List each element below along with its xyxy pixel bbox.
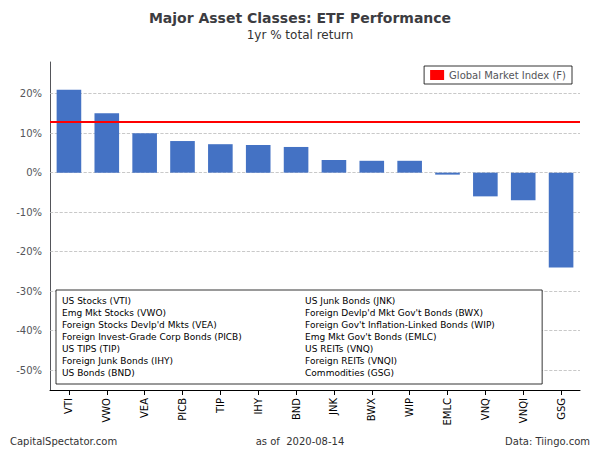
svg-text:1yr % total return: 1yr % total return xyxy=(247,28,354,42)
svg-text:10%: 10% xyxy=(20,128,42,139)
svg-text:-20%: -20% xyxy=(16,246,42,257)
svg-text:20%: 20% xyxy=(20,88,42,99)
svg-text:US TIPS (TIP): US TIPS (TIP) xyxy=(62,344,120,354)
svg-text:US REITs (VNQ): US REITs (VNQ) xyxy=(305,344,373,354)
svg-text:VNQ: VNQ xyxy=(480,398,491,420)
svg-text:BWX: BWX xyxy=(366,398,377,421)
svg-text:WIP: WIP xyxy=(404,398,415,417)
svg-text:Emg Mkt Gov't Bonds (EMLC): Emg Mkt Gov't Bonds (EMLC) xyxy=(305,332,436,342)
svg-text:GSG: GSG xyxy=(556,398,567,420)
svg-text:IHY: IHY xyxy=(253,397,264,414)
svg-text:-30%: -30% xyxy=(16,286,42,297)
svg-text:Foreign Stocks Devlp'd Mkts (V: Foreign Stocks Devlp'd Mkts (VEA) xyxy=(62,320,217,330)
svg-text:Commodities (GSG): Commodities (GSG) xyxy=(305,368,394,378)
svg-text:Foreign Devlp'd Mkt Gov't Bond: Foreign Devlp'd Mkt Gov't Bonds (BWX) xyxy=(305,308,483,318)
svg-text:JNK: JNK xyxy=(328,398,339,416)
svg-text:VTI: VTI xyxy=(63,398,74,414)
svg-text:TIP: TIP xyxy=(215,398,226,414)
svg-text:as of 2020-08-14: as of 2020-08-14 xyxy=(256,436,345,447)
svg-text:Foreign Gov't Inflation-Linked: Foreign Gov't Inflation-Linked Bonds (WI… xyxy=(305,320,495,330)
svg-text:EMLC: EMLC xyxy=(442,398,453,426)
svg-text:US Bonds (BND): US Bonds (BND) xyxy=(62,368,135,378)
svg-text:Emg Mkt Stocks (VWO): Emg Mkt Stocks (VWO) xyxy=(62,308,166,318)
svg-text:-40%: -40% xyxy=(16,325,42,336)
svg-text:Major Asset Classes: ETF Perfo: Major Asset Classes: ETF Performance xyxy=(149,10,451,26)
svg-text:Foreign Invest-Grade Corp Bond: Foreign Invest-Grade Corp Bonds (PICB) xyxy=(62,332,242,342)
svg-text:BND: BND xyxy=(291,398,302,420)
svg-text:0%: 0% xyxy=(26,167,42,178)
svg-text:US Junk Bonds (JNK): US Junk Bonds (JNK) xyxy=(305,296,395,306)
svg-text:Global Market Index (F): Global Market Index (F) xyxy=(449,70,566,81)
svg-text:Foreign REITs (VNQI): Foreign REITs (VNQI) xyxy=(305,356,397,366)
svg-text:CapitalSpectator.com: CapitalSpectator.com xyxy=(10,436,117,447)
svg-text:VWO: VWO xyxy=(101,398,112,423)
svg-text:-50%: -50% xyxy=(16,365,42,376)
svg-text:VNQI: VNQI xyxy=(518,398,529,423)
svg-text:VEA: VEA xyxy=(139,398,150,418)
svg-text:PICB: PICB xyxy=(177,398,188,421)
svg-text:-10%: -10% xyxy=(16,207,42,218)
svg-text:Data: Tiingo.com: Data: Tiingo.com xyxy=(505,436,590,447)
svg-text:Foreign Junk Bonds (IHY): Foreign Junk Bonds (IHY) xyxy=(62,356,173,366)
svg-text:US Stocks (VTI): US Stocks (VTI) xyxy=(62,296,131,306)
